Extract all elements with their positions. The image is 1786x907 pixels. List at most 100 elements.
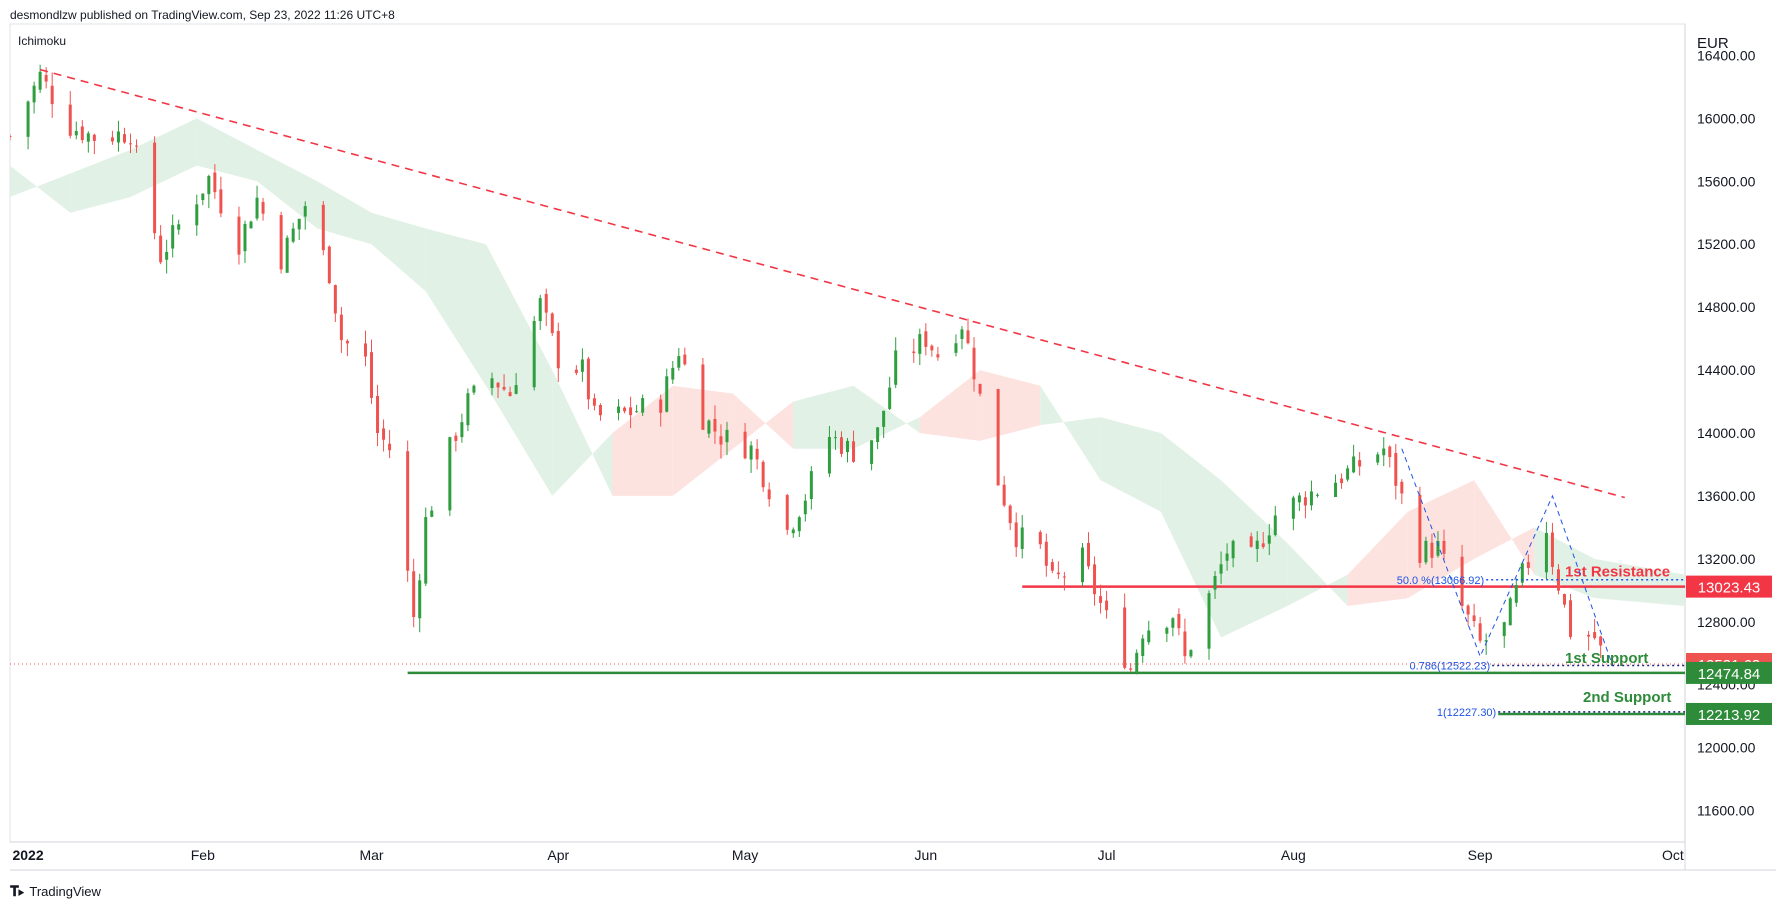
y-tick-label: 12000.00 (1697, 740, 1756, 756)
candle-body (1231, 540, 1235, 559)
candle (755, 439, 759, 470)
candle-body (129, 143, 133, 145)
candle (617, 399, 621, 421)
candle-body (406, 451, 410, 571)
x-tick-label: Oct (1662, 847, 1684, 863)
candle (785, 493, 789, 535)
candle-body (924, 331, 928, 347)
candle (1297, 492, 1301, 512)
candle-body (1189, 650, 1193, 657)
tradingview-logo-icon: 𝐓▸ (10, 883, 24, 899)
candle-body (550, 313, 554, 334)
candle (580, 348, 584, 382)
candle-body (827, 437, 831, 474)
candle-body (1309, 491, 1313, 506)
candle (839, 431, 843, 458)
y-tick-label: 15600.00 (1697, 173, 1756, 189)
candle-body (1388, 446, 1392, 458)
candle (629, 396, 633, 429)
candle (701, 357, 705, 430)
candle-body (490, 378, 494, 389)
ichimoku-cloud-segment (552, 370, 613, 496)
x-tick-label: Mar (359, 847, 383, 863)
candle (1267, 523, 1271, 556)
candle-body (135, 145, 139, 147)
candle-body (1008, 505, 1012, 524)
ichimoku-cloud-segment (1287, 543, 1348, 607)
candle (623, 406, 627, 414)
candle (1508, 596, 1512, 626)
candle (635, 404, 639, 413)
candle (1080, 543, 1084, 587)
candle (683, 347, 687, 366)
tradingview-footer: 𝐓▸ TradingView (10, 883, 101, 900)
candle-body (918, 334, 922, 354)
ichimoku-cloud-segment (371, 212, 426, 292)
candle-body (1213, 576, 1217, 590)
candle-body (1502, 622, 1506, 637)
candle-body (1544, 532, 1548, 573)
candle-body (1050, 562, 1054, 571)
candle (92, 133, 96, 155)
candle-body (1472, 615, 1476, 622)
x-tick-label: May (732, 847, 758, 863)
published-info: desmondlzw published on TradingView.com,… (10, 8, 395, 22)
candle-body (1171, 618, 1175, 628)
candle-body (1394, 452, 1398, 486)
candle (496, 381, 500, 398)
candle (671, 361, 675, 384)
candle-body (996, 389, 1000, 486)
candle-body (80, 126, 84, 141)
candle-body (936, 354, 940, 358)
candle (207, 174, 211, 209)
ichimoku-cloud-segment (70, 149, 131, 213)
price-badge-bg (1686, 702, 1772, 725)
price-badge-label: 13023.43 (1698, 580, 1761, 597)
candle-body (370, 352, 374, 398)
ichimoku-cloud-segment (1594, 558, 1685, 607)
candle (1171, 617, 1175, 637)
y-tick-label: 16000.00 (1697, 110, 1756, 126)
candle-body (1261, 543, 1265, 547)
candle (1213, 571, 1217, 599)
candle-body (1020, 527, 1024, 549)
candle-body (755, 448, 759, 460)
candle (86, 131, 90, 153)
candle-body (767, 489, 771, 500)
candle (641, 394, 645, 417)
candle (586, 356, 590, 410)
candle (1593, 619, 1597, 640)
candle (761, 460, 765, 492)
candle (406, 440, 410, 582)
candle-body (1297, 495, 1301, 503)
candle (1261, 532, 1265, 549)
candle (249, 220, 253, 229)
candle (321, 201, 325, 256)
y-tick-label: 16400.00 (1697, 47, 1756, 63)
candle-body (1165, 627, 1169, 634)
indicator-name[interactable]: Ichimoku (18, 34, 67, 48)
candle (177, 219, 181, 235)
candle-body (1267, 535, 1271, 544)
ichimoku-cloud-segment (1221, 480, 1288, 638)
candle-body (1526, 562, 1530, 569)
price-badge-label: 12213.92 (1698, 707, 1761, 724)
y-tick-label: 14800.00 (1697, 299, 1756, 315)
candle (38, 64, 42, 94)
candle-body (10, 136, 12, 138)
candle (1008, 504, 1012, 531)
ichimoku-cloud-segment (1534, 527, 1595, 599)
candle (122, 127, 126, 144)
ichimoku-cloud-segment (10, 165, 71, 213)
candle (1394, 443, 1398, 500)
candle (50, 72, 54, 118)
candle (1472, 603, 1476, 628)
candle-body (153, 142, 157, 234)
candle-body (1273, 515, 1277, 536)
candle (1038, 530, 1042, 549)
candle (1141, 634, 1145, 663)
candle (195, 194, 199, 236)
price-badge: 13023.43 (1686, 575, 1772, 598)
candle (502, 374, 506, 392)
